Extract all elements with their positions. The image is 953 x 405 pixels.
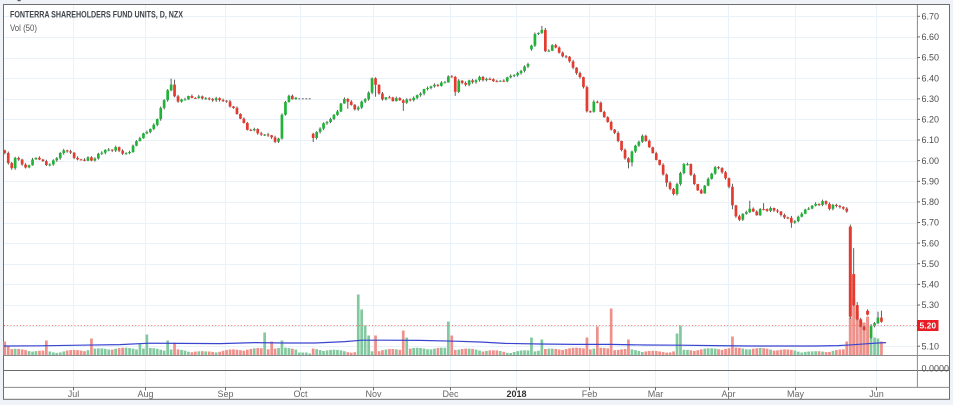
svg-text:6.10: 6.10 (922, 135, 940, 145)
svg-text:5.40: 5.40 (922, 280, 940, 290)
svg-text:Feb: Feb (582, 389, 598, 399)
svg-text:5.10: 5.10 (922, 341, 940, 351)
svg-text:6.00: 6.00 (922, 156, 940, 166)
svg-text:Jul: Jul (68, 389, 80, 399)
svg-text:5.60: 5.60 (922, 238, 940, 248)
svg-text:5.80: 5.80 (922, 197, 940, 207)
svg-text:0.0000: 0.0000 (922, 364, 950, 374)
svg-text:6.70: 6.70 (922, 12, 940, 22)
svg-text:Aug: Aug (137, 389, 153, 399)
svg-text:Nov: Nov (365, 389, 382, 399)
svg-text:Sep: Sep (217, 389, 233, 399)
svg-text:5.70: 5.70 (922, 218, 940, 228)
svg-text:May: May (787, 389, 805, 399)
svg-text:6.30: 6.30 (922, 94, 940, 104)
svg-text:Oct: Oct (293, 389, 308, 399)
svg-text:6.60: 6.60 (922, 32, 940, 42)
svg-text:6.20: 6.20 (922, 115, 940, 125)
svg-text:5.30: 5.30 (922, 300, 940, 310)
svg-text:Mar: Mar (648, 389, 664, 399)
svg-text:5.90: 5.90 (922, 177, 940, 187)
svg-text:5.20: 5.20 (920, 321, 937, 331)
svg-text:FONTERRA SHAREHOLDERS FUND UNI: FONTERRA SHAREHOLDERS FUND UNITS, D, NZX (10, 10, 183, 21)
svg-text:6.40: 6.40 (922, 73, 940, 83)
svg-text:2018: 2018 (506, 389, 526, 399)
svg-text:5.50: 5.50 (922, 259, 940, 269)
svg-text:Jun: Jun (869, 389, 884, 399)
svg-text:Vol (50): Vol (50) (10, 23, 37, 34)
svg-text:Apr: Apr (721, 389, 735, 399)
svg-text:Dec: Dec (442, 389, 459, 399)
svg-text:6.50: 6.50 (922, 53, 940, 63)
